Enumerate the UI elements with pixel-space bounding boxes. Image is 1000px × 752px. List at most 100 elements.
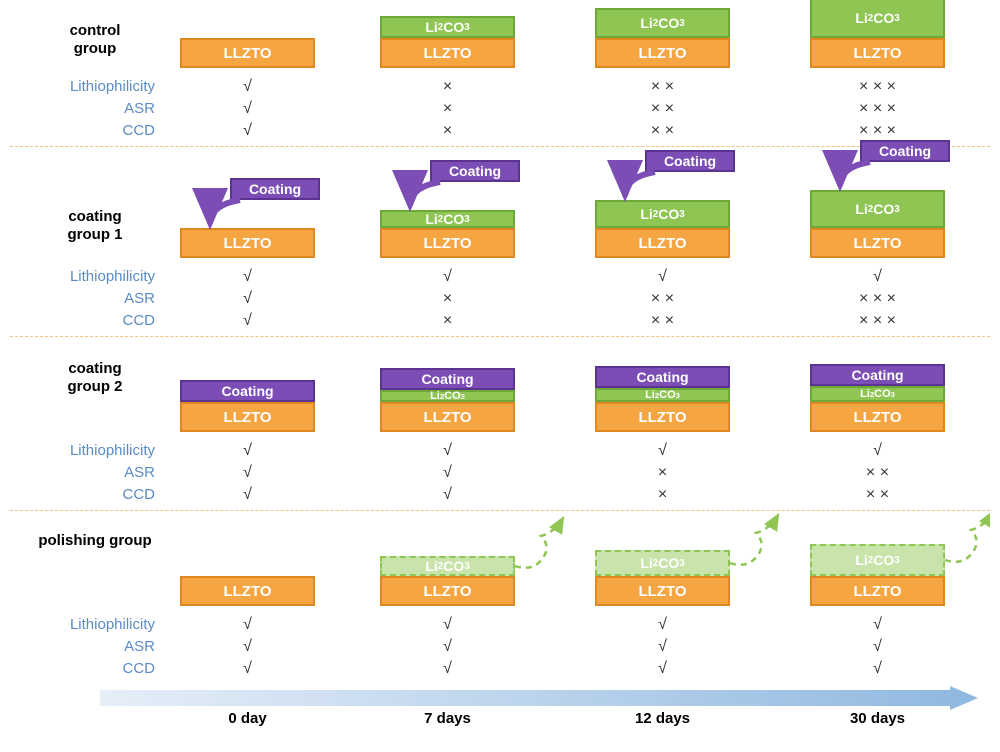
group-label-coating2: coatinggroup 2 bbox=[35, 360, 155, 396]
time-label: 12 days bbox=[623, 710, 703, 727]
coating-box: Coating bbox=[595, 366, 730, 388]
rating-symbol: × × bbox=[818, 464, 938, 482]
rating-symbol: × × bbox=[603, 78, 723, 96]
coating-box: Coating bbox=[180, 380, 315, 402]
li2co3-faded-box: Li2CO3 bbox=[595, 550, 730, 576]
rating-symbol: √ bbox=[388, 464, 508, 482]
coating-box: Coating bbox=[380, 368, 515, 390]
rating-symbol: √ bbox=[188, 638, 308, 656]
rating-symbol: √ bbox=[388, 616, 508, 634]
metric-label: ASR bbox=[25, 290, 155, 307]
rating-symbol: √ bbox=[603, 660, 723, 678]
metric-label: Lithiophilicity bbox=[25, 616, 155, 633]
li2co3-box: Li2CO3 bbox=[595, 388, 730, 402]
rating-symbol: × × × bbox=[818, 312, 938, 330]
llzto-box: LLZTO bbox=[380, 402, 515, 432]
rating-symbol: √ bbox=[818, 616, 938, 634]
coating-box: Coating bbox=[810, 364, 945, 386]
rating-symbol: × bbox=[388, 78, 508, 96]
coating-tag: Coating bbox=[430, 160, 520, 182]
rating-symbol: √ bbox=[603, 616, 723, 634]
metric-label: Lithiophilicity bbox=[25, 78, 155, 95]
llzto-box: LLZTO bbox=[180, 38, 315, 68]
li2co3-faded-box: Li2CO3 bbox=[810, 544, 945, 576]
rating-symbol: × × × bbox=[818, 100, 938, 118]
llzto-box: LLZTO bbox=[810, 38, 945, 68]
rating-symbol: √ bbox=[188, 616, 308, 634]
coating-tag: Coating bbox=[230, 178, 320, 200]
li2co3-box: Li2CO3 bbox=[810, 0, 945, 38]
rating-symbol: √ bbox=[603, 638, 723, 656]
rating-symbol: × bbox=[388, 100, 508, 118]
rating-symbol: √ bbox=[188, 290, 308, 308]
li2co3-box: Li2CO3 bbox=[595, 8, 730, 38]
li2co3-box: Li2CO3 bbox=[380, 16, 515, 38]
time-label: 0 day bbox=[208, 710, 288, 727]
llzto-box: LLZTO bbox=[595, 576, 730, 606]
coating-tag: Coating bbox=[645, 150, 735, 172]
li2co3-box: Li2CO3 bbox=[380, 210, 515, 228]
rating-symbol: √ bbox=[388, 638, 508, 656]
group-divider bbox=[10, 336, 990, 337]
experiment-diagram: controlgroupLLZTOLLZTOLi2CO3LLZTOLi2CO3L… bbox=[10, 10, 990, 742]
metric-label: CCD bbox=[25, 486, 155, 503]
metric-label: CCD bbox=[25, 660, 155, 677]
metric-label: ASR bbox=[25, 638, 155, 655]
rating-symbol: √ bbox=[388, 442, 508, 460]
rating-symbol: √ bbox=[188, 100, 308, 118]
metric-label: ASR bbox=[25, 464, 155, 481]
llzto-box: LLZTO bbox=[595, 402, 730, 432]
rating-symbol: √ bbox=[818, 442, 938, 460]
metric-label: CCD bbox=[25, 312, 155, 329]
metric-label: CCD bbox=[25, 122, 155, 139]
rating-symbol: √ bbox=[188, 486, 308, 504]
llzto-box: LLZTO bbox=[180, 576, 315, 606]
rating-symbol: × × bbox=[603, 100, 723, 118]
rating-symbol: × × bbox=[818, 486, 938, 504]
rating-symbol: × bbox=[388, 290, 508, 308]
rating-symbol: × × bbox=[603, 290, 723, 308]
rating-symbol: √ bbox=[188, 268, 308, 286]
llzto-box: LLZTO bbox=[595, 228, 730, 258]
rating-symbol: √ bbox=[188, 78, 308, 96]
rating-symbol: √ bbox=[818, 638, 938, 656]
time-label: 30 days bbox=[838, 710, 918, 727]
rating-symbol: √ bbox=[388, 660, 508, 678]
rating-symbol: √ bbox=[188, 312, 308, 330]
li2co3-box: Li2CO3 bbox=[810, 190, 945, 228]
time-label: 7 days bbox=[408, 710, 488, 727]
rating-symbol: √ bbox=[388, 486, 508, 504]
li2co3-box: Li2CO3 bbox=[810, 386, 945, 402]
time-axis-arrow bbox=[100, 686, 980, 710]
group-divider bbox=[10, 146, 990, 147]
rating-symbol: × × bbox=[603, 122, 723, 140]
group-label-coating1: coatinggroup 1 bbox=[35, 208, 155, 244]
coating-tag: Coating bbox=[860, 140, 950, 162]
rating-symbol: × bbox=[603, 486, 723, 504]
rating-symbol: × bbox=[388, 312, 508, 330]
llzto-box: LLZTO bbox=[810, 402, 945, 432]
metric-label: ASR bbox=[25, 100, 155, 117]
group-divider bbox=[10, 510, 990, 511]
llzto-box: LLZTO bbox=[380, 576, 515, 606]
llzto-box: LLZTO bbox=[180, 228, 315, 258]
rating-symbol: √ bbox=[188, 442, 308, 460]
rating-symbol: × × × bbox=[818, 122, 938, 140]
rating-symbol: √ bbox=[388, 268, 508, 286]
li2co3-faded-box: Li2CO3 bbox=[380, 556, 515, 576]
rating-symbol: √ bbox=[818, 660, 938, 678]
metric-label: Lithiophilicity bbox=[25, 442, 155, 459]
rating-symbol: × × bbox=[603, 312, 723, 330]
rating-symbol: √ bbox=[818, 268, 938, 286]
llzto-box: LLZTO bbox=[595, 38, 730, 68]
rating-symbol: × bbox=[603, 464, 723, 482]
llzto-box: LLZTO bbox=[180, 402, 315, 432]
rating-symbol: √ bbox=[603, 268, 723, 286]
rating-symbol: √ bbox=[188, 660, 308, 678]
llzto-box: LLZTO bbox=[810, 228, 945, 258]
group-label-polishing: polishing group bbox=[35, 532, 155, 550]
rating-symbol: × × × bbox=[818, 78, 938, 96]
llzto-box: LLZTO bbox=[380, 228, 515, 258]
group-label-control: controlgroup bbox=[35, 22, 155, 58]
metric-label: Lithiophilicity bbox=[25, 268, 155, 285]
